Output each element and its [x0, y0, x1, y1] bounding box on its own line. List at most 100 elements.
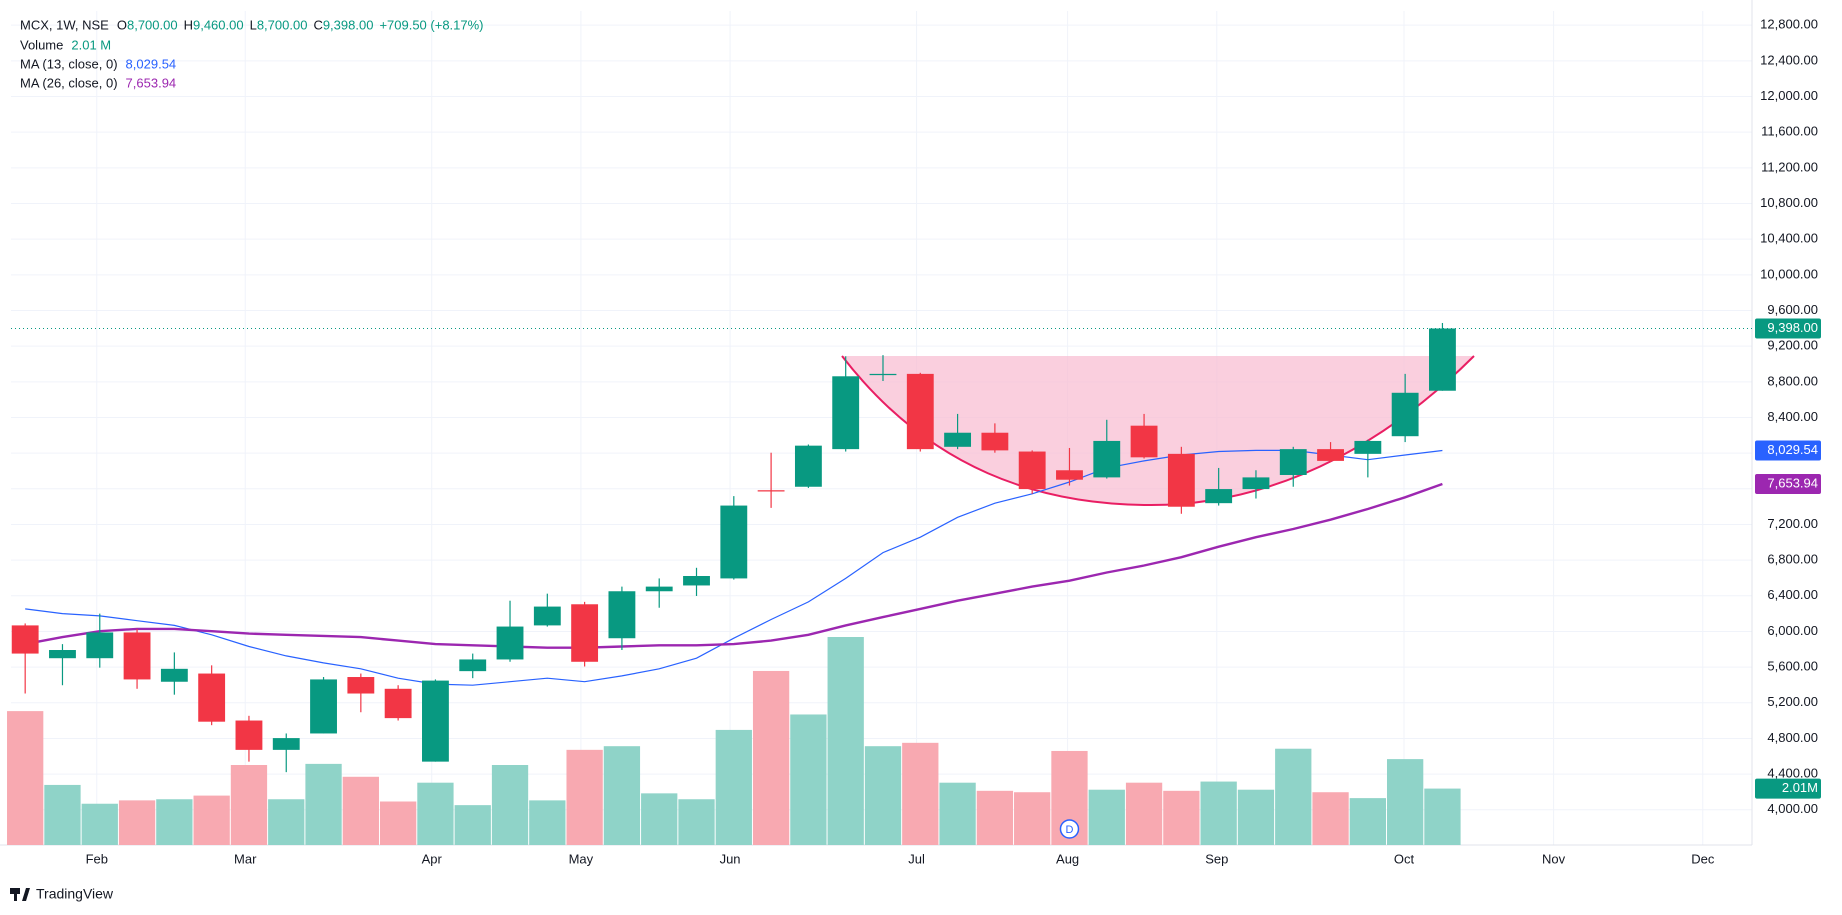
legend-text: 9,460.00	[193, 17, 244, 32]
candle-body	[608, 591, 636, 639]
volume-bar	[1237, 789, 1275, 845]
legend-text: +709.50 (+8.17%)	[379, 17, 483, 32]
candle-body	[1242, 477, 1270, 490]
x-tick-label: Jun	[720, 851, 741, 866]
volume-bar	[1386, 759, 1424, 845]
candle-body	[906, 373, 934, 450]
candle-body	[1354, 440, 1382, 454]
price-badge: 9,398.00	[1767, 320, 1818, 335]
legend-text: 7,653.94	[126, 75, 177, 90]
legend-text: C	[313, 17, 322, 32]
volume-bar	[1200, 781, 1237, 845]
y-tick-label: 8,400.00	[1767, 409, 1818, 424]
volume-bar	[976, 790, 1014, 845]
volume-bar	[827, 637, 864, 845]
volume-bar	[1275, 748, 1312, 845]
candle-body	[1167, 453, 1195, 507]
candle-body	[533, 606, 561, 626]
candle-body	[235, 720, 263, 750]
brand-logo	[14, 888, 17, 901]
candle-body	[981, 432, 1009, 451]
candle-body	[422, 680, 449, 762]
y-tick-label: 11,600.00	[1761, 124, 1818, 139]
candle-body	[86, 632, 114, 659]
overlay-layer: 4,000.00 4,400.00 4,800.00 5,200.00 5,600.00…	[11, 17, 1821, 866]
event-marker	[1059, 819, 1080, 839]
volume-layer	[7, 637, 1461, 845]
volume-bar	[44, 784, 81, 845]
volume-badge-bg	[1755, 778, 1821, 799]
volume-bar	[491, 765, 529, 845]
ma-badge: 8,029.54	[1767, 442, 1818, 457]
candle-body	[1130, 425, 1158, 458]
candle-body	[1205, 489, 1233, 504]
y-tick-label: 9,600.00	[1767, 302, 1818, 317]
ma-badge: 7,653.94	[1767, 475, 1818, 490]
candle-body	[1391, 392, 1419, 437]
volume-bar	[193, 795, 230, 845]
legend-text: Volume	[20, 37, 63, 52]
volume-bar	[1349, 798, 1386, 845]
candle-body	[11, 625, 39, 654]
candle-body	[1093, 440, 1121, 478]
volume-bar	[529, 800, 566, 845]
volume-bar	[902, 742, 939, 845]
legend-text: O	[117, 17, 127, 32]
candle-body	[832, 376, 860, 450]
y-tick-label: 12,800.00	[1760, 17, 1818, 32]
candle-body	[944, 432, 972, 447]
x-tick-label: Aug	[1056, 851, 1079, 866]
price-badge-bg	[1755, 318, 1821, 339]
volume-bar	[566, 749, 603, 845]
candle-body	[310, 679, 337, 734]
volume-bar	[156, 799, 193, 845]
volume-bar	[379, 801, 417, 845]
volume-bar	[752, 670, 790, 845]
volume-bar	[641, 793, 678, 845]
x-tick-label: Dec	[1691, 851, 1715, 866]
y-tick-label: 12,000.00	[1760, 88, 1818, 103]
x-tick-label: Apr	[422, 851, 443, 866]
candle-body	[1279, 449, 1307, 475]
volume-bar	[118, 800, 156, 845]
y-tick-label: 5,200.00	[1767, 694, 1818, 709]
volume-bar	[1163, 790, 1200, 845]
brand-logo	[22, 888, 30, 901]
candle-body	[384, 688, 412, 719]
y-tick-label: 5,600.00	[1767, 659, 1818, 674]
legend-text: 2.01 M	[71, 37, 111, 52]
y-tick-label: 6,800.00	[1767, 552, 1818, 567]
volume-bar	[603, 746, 641, 845]
volume-bar	[268, 799, 305, 845]
candle-body	[571, 604, 599, 662]
legend-text: MA (13, close, 0)	[20, 56, 118, 71]
ma-layer	[24, 449, 1443, 686]
volume-bar	[81, 803, 118, 845]
brand: TradingView	[10, 886, 114, 902]
volume-bar	[864, 746, 902, 845]
event-label: D	[1065, 824, 1073, 836]
candle-body	[794, 445, 822, 487]
candle-body	[123, 632, 151, 680]
y-tick-label: 10,800.00	[1760, 195, 1818, 210]
legend-text: 8,029.54	[126, 56, 177, 71]
legend-text: 8,700.00	[257, 17, 308, 32]
ma-line	[25, 449, 1443, 686]
candle-body	[459, 659, 487, 672]
y-tick-label: 4,400.00	[1767, 766, 1818, 781]
candle-body	[1018, 451, 1046, 490]
candle-body	[272, 738, 300, 750]
volume-bar	[305, 763, 342, 845]
candle-layer	[11, 322, 1456, 773]
x-tick-label: Nov	[1542, 851, 1566, 866]
volume-badge: 2.01M	[1782, 780, 1818, 795]
brand-name: TradingView	[36, 886, 114, 902]
y-tick-label: 6,400.00	[1767, 587, 1818, 602]
x-tick-label: Oct	[1394, 851, 1415, 866]
y-tick-label: 7,200.00	[1767, 516, 1818, 531]
volume-bar	[1125, 782, 1163, 845]
volume-bar	[1088, 789, 1125, 845]
y-tick-label: 12,400.00	[1760, 52, 1818, 67]
